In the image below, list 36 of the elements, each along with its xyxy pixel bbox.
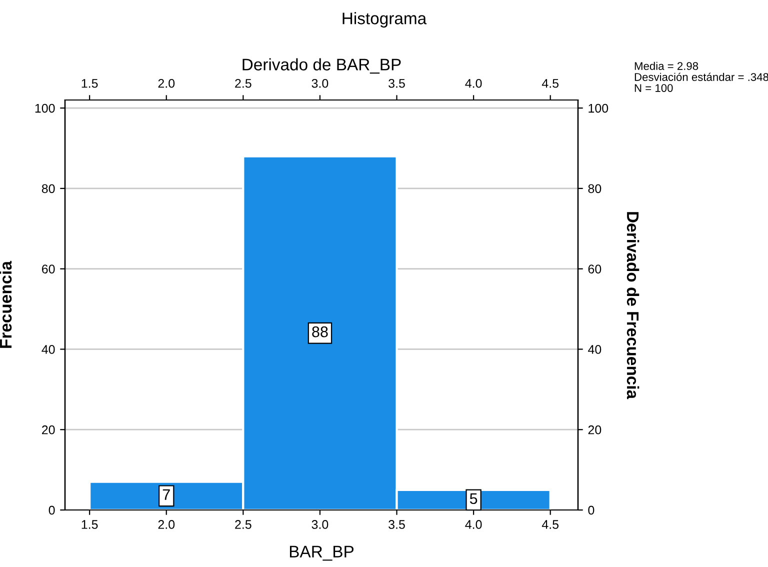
y-tick-label: 40 bbox=[42, 345, 55, 354]
y2-tick-label: 0 bbox=[588, 506, 594, 515]
data-label: 5 bbox=[470, 493, 478, 504]
y-tick-label: 100 bbox=[35, 104, 55, 113]
x2-tick-label: 4.0 bbox=[465, 78, 482, 88]
x2-tick-label: 3.0 bbox=[312, 78, 328, 88]
x2-tick-label: 1.5 bbox=[82, 79, 98, 88]
y-tick-label: 20 bbox=[42, 425, 55, 434]
y2-tick-label: 20 bbox=[588, 425, 602, 434]
y-tick-label: 0 bbox=[48, 506, 55, 515]
x2-tick-label: 2.5 bbox=[235, 78, 252, 88]
x2-tick-label: 4.5 bbox=[542, 79, 559, 88]
x-axis-title: BAR_BP bbox=[290, 546, 354, 561]
x-tick-label: 2.5 bbox=[235, 520, 252, 529]
y2-tick-label: 40 bbox=[588, 345, 602, 354]
data-label: 7 bbox=[162, 489, 170, 500]
x2-tick-label: 3.5 bbox=[388, 78, 405, 88]
x2-tick-label: 2.0 bbox=[158, 78, 175, 88]
x-tick-label: 4.5 bbox=[542, 520, 559, 529]
data-label: 88 bbox=[312, 326, 328, 338]
x-tick-label: 1.5 bbox=[82, 520, 98, 529]
text: Desviación estándar = .348 bbox=[634, 72, 768, 81]
x-tick-label: 2.0 bbox=[158, 520, 175, 529]
y2-tick-label: 60 bbox=[588, 264, 602, 274]
y2-tick-label: 80 bbox=[588, 184, 602, 194]
x-tick-label: 3.5 bbox=[388, 520, 405, 529]
chart-title: Histograma bbox=[342, 12, 427, 28]
text: N = 100 bbox=[634, 84, 673, 92]
y-tick-label: 80 bbox=[42, 184, 55, 194]
y2-tick-label: 100 bbox=[588, 104, 608, 113]
y-tick-label: 60 bbox=[42, 264, 55, 274]
text: Media = 2.98 bbox=[634, 62, 698, 70]
x2-axis-title: Derivado de BAR_BP bbox=[242, 58, 401, 74]
y2-axis-title: Derivado de Frecuencia bbox=[626, 212, 640, 400]
x-tick-label: 4.0 bbox=[465, 520, 482, 529]
x-tick-label: 3.0 bbox=[312, 520, 328, 529]
